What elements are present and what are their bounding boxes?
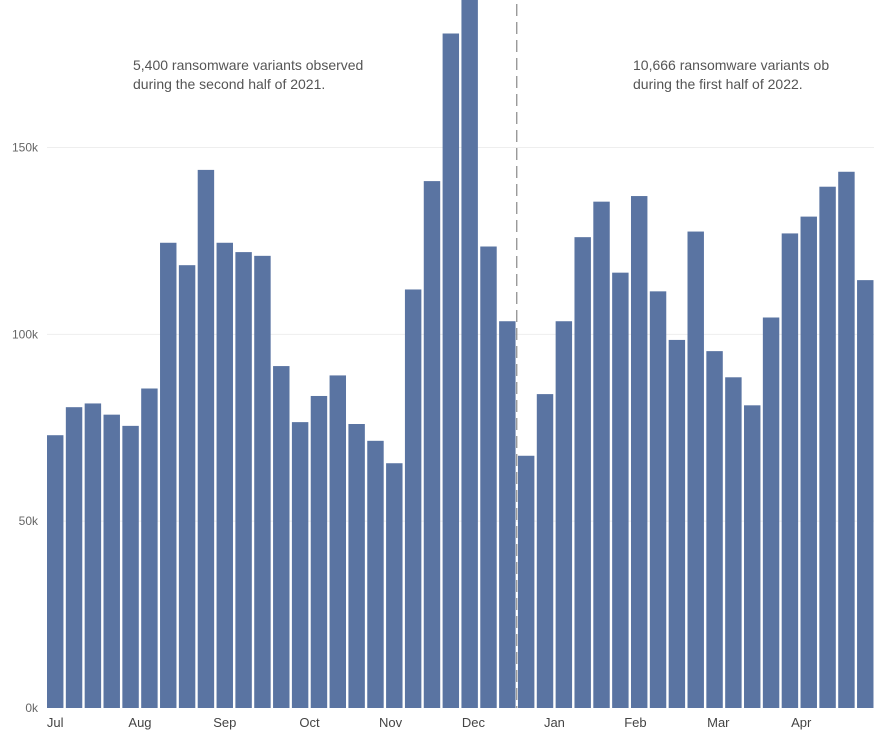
bar xyxy=(838,171,855,708)
bars xyxy=(47,0,874,709)
bar xyxy=(141,388,158,708)
bar xyxy=(103,414,120,708)
bar xyxy=(310,395,328,708)
annotation-2022-line-1: 10,666 ransomware variants ob xyxy=(633,57,829,73)
bar xyxy=(499,321,516,708)
bar xyxy=(762,317,780,708)
y-tick-label: 100k xyxy=(12,327,39,341)
bar xyxy=(84,403,102,708)
bar xyxy=(122,425,139,708)
bar xyxy=(65,407,83,708)
bar xyxy=(725,377,742,708)
bar xyxy=(160,242,177,708)
bar xyxy=(517,455,535,708)
bar xyxy=(273,366,290,708)
bar xyxy=(348,424,365,708)
x-tick-label: Aug xyxy=(128,715,151,730)
bar xyxy=(781,233,799,708)
bar xyxy=(480,246,497,708)
bar xyxy=(819,186,836,709)
x-tick-label: Dec xyxy=(462,715,486,730)
x-tick-label: Sep xyxy=(213,715,236,730)
bar xyxy=(574,237,591,708)
bar xyxy=(668,339,686,708)
y-tick-label: 150k xyxy=(12,140,39,154)
x-tick-label: Mar xyxy=(707,715,730,730)
bar xyxy=(367,440,384,708)
y-tick-label: 50k xyxy=(19,514,39,528)
annotation-2021-line-1: 5,400 ransomware variants observed xyxy=(133,57,363,73)
bar xyxy=(47,435,64,708)
x-axis-ticks: JulAugSepOctNovDecJanFebMarAprM xyxy=(47,715,874,730)
bar xyxy=(555,321,573,708)
x-tick-label: Nov xyxy=(379,715,403,730)
bar xyxy=(706,351,723,708)
annotation-2021-line-2: during the second half of 2021. xyxy=(133,76,325,92)
bar xyxy=(216,242,233,708)
bar xyxy=(423,181,441,708)
bar xyxy=(197,169,215,709)
bar xyxy=(178,265,196,708)
bar xyxy=(235,252,252,708)
bar xyxy=(461,0,478,708)
bar xyxy=(649,291,667,708)
annotation-2022-line-2: during the first half of 2022. xyxy=(633,76,803,92)
y-axis-ticks: 0k 50k 100k 150k xyxy=(12,140,39,715)
bar xyxy=(744,405,761,708)
bar xyxy=(536,394,554,708)
bar xyxy=(687,231,704,709)
bar xyxy=(593,201,610,708)
x-tick-label: Feb xyxy=(624,715,646,730)
x-tick-label: Jan xyxy=(544,715,565,730)
bar xyxy=(630,196,648,709)
bar xyxy=(254,255,271,708)
bar xyxy=(857,280,874,708)
bar xyxy=(386,463,403,708)
bar xyxy=(404,289,422,708)
bar xyxy=(612,272,629,708)
bar xyxy=(800,216,817,708)
bar xyxy=(442,33,460,708)
x-tick-label: Apr xyxy=(791,715,812,730)
bar xyxy=(329,375,347,708)
bar xyxy=(291,422,309,708)
y-tick-label: 0k xyxy=(25,701,39,715)
x-tick-label: Jul xyxy=(47,715,64,730)
x-tick-label: Oct xyxy=(299,715,320,730)
